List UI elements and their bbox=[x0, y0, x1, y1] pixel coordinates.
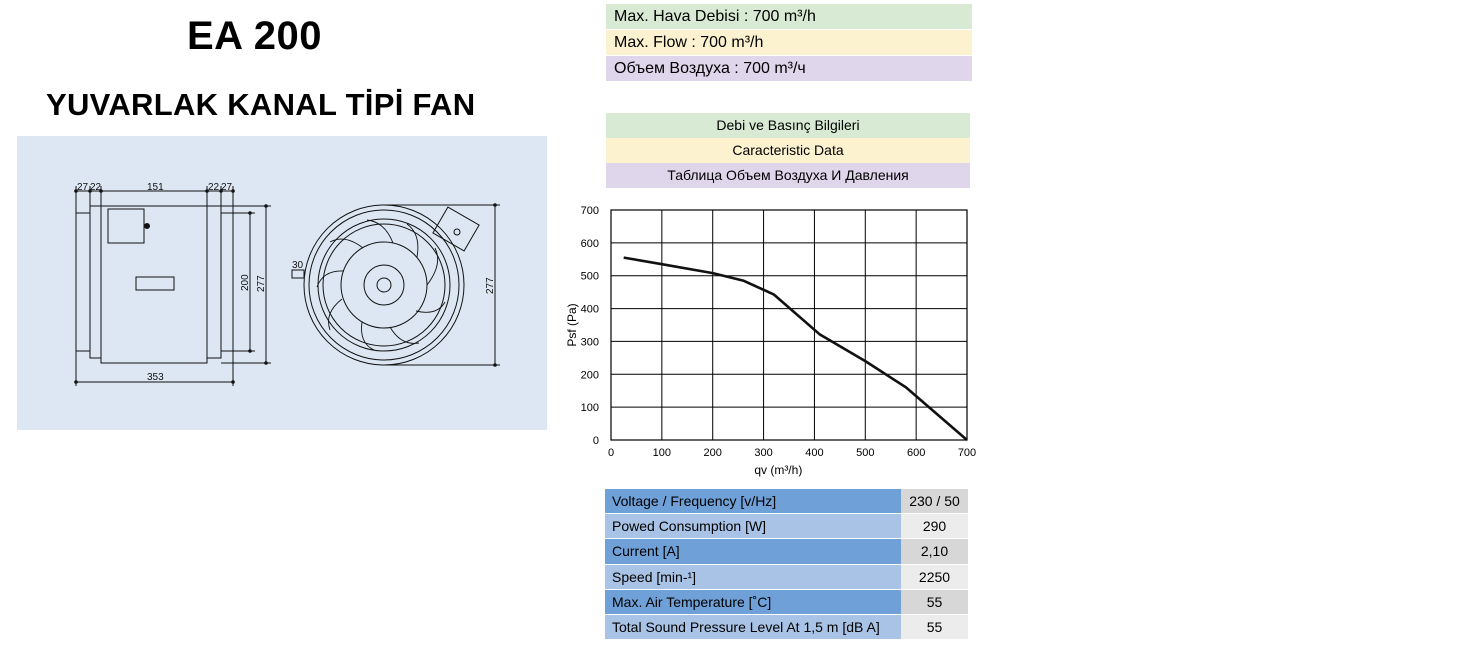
y-tick-label: 600 bbox=[581, 238, 599, 250]
spec-row-voltage: Voltage / Frequency [v/Hz] 230 / 50 bbox=[605, 489, 968, 515]
side-flange-left bbox=[75, 212, 91, 352]
spec-value: 2250 bbox=[901, 564, 968, 590]
y-axis-label: Psf (Pa) bbox=[565, 303, 579, 346]
spec-label: Total Sound Pressure Level At 1,5 m [dB … bbox=[605, 614, 901, 641]
side-flange-right bbox=[220, 212, 234, 352]
dim-22-right: 22 bbox=[208, 182, 220, 193]
spec-label: Speed [min-¹] bbox=[605, 564, 901, 590]
y-tick-label: 0 bbox=[593, 435, 599, 447]
x-tick-label: 200 bbox=[704, 447, 722, 459]
max-airflow-tr: Max. Hava Debisi : 700 m³/h bbox=[606, 4, 972, 29]
dim-27-right: 27 bbox=[221, 182, 233, 193]
pressure-curve bbox=[623, 256, 968, 441]
y-tick-label: 500 bbox=[581, 271, 599, 283]
side-body bbox=[100, 205, 208, 364]
x-tick-label: 300 bbox=[754, 447, 772, 459]
technical-drawing-panel: 27 22 151 22 27 353 30 200 277 277 bbox=[17, 136, 547, 430]
spec-value: 2,10 bbox=[901, 539, 968, 565]
dim-277-side: 277 bbox=[256, 275, 267, 292]
dim-30: 30 bbox=[292, 260, 304, 271]
terminal-box bbox=[107, 208, 145, 244]
x-tick-label: 0 bbox=[608, 447, 614, 459]
side-plate bbox=[135, 276, 175, 291]
x-tick-label: 100 bbox=[653, 447, 671, 459]
data-header-en: Caracteristic Data bbox=[606, 138, 970, 163]
spec-label: Max. Air Temperature [˚C] bbox=[605, 589, 901, 615]
y-tick-label: 100 bbox=[581, 402, 599, 414]
x-tick-label: 700 bbox=[958, 447, 976, 459]
spec-value: 55 bbox=[901, 614, 968, 641]
spec-row-temperature: Max. Air Temperature [˚C] 55 bbox=[605, 589, 968, 615]
spec-row-power: Powed Consumption [W] 290 bbox=[605, 514, 968, 540]
data-header-tr: Debi ve Basınç Bilgileri bbox=[606, 113, 970, 138]
y-tick-label: 200 bbox=[581, 369, 599, 381]
spec-label: Voltage / Frequency [v/Hz] bbox=[605, 489, 901, 515]
dim-151: 151 bbox=[147, 182, 164, 193]
side-collar-left bbox=[89, 205, 102, 359]
dim-353: 353 bbox=[147, 372, 164, 383]
product-subtitle: YUVARLAK KANAL TİPİ FAN bbox=[46, 87, 476, 122]
spec-row-current: Current [A] 2,10 bbox=[605, 539, 968, 565]
pressure-flow-chart: 0 100 200 300 400 500 600 700 0 100 200 300 400 500 60… bbox=[565, 205, 976, 477]
spec-row-speed: Speed [min-¹] 2250 bbox=[605, 564, 968, 590]
front-outer-ring bbox=[303, 204, 465, 366]
x-axis-label: qv (m³/h) bbox=[754, 463, 802, 477]
dim-277-front: 277 bbox=[485, 277, 496, 294]
plot-frame bbox=[610, 209, 968, 441]
front-terminal-box bbox=[432, 206, 480, 252]
front-cable-gland bbox=[291, 269, 305, 279]
x-tick-label: 500 bbox=[856, 447, 874, 459]
spec-row-sound: Total Sound Pressure Level At 1,5 m [dB … bbox=[605, 614, 968, 641]
x-tick-label: 400 bbox=[805, 447, 823, 459]
max-airflow-en: Max. Flow : 700 m³/h bbox=[606, 30, 972, 55]
spec-label: Current [A] bbox=[605, 539, 901, 565]
technical-drawing: 27 22 151 22 27 353 30 200 277 277 bbox=[74, 182, 500, 386]
spec-value: 290 bbox=[901, 514, 968, 540]
y-tick-label: 300 bbox=[581, 336, 599, 348]
data-header-ru: Таблица Объем Воздуха И Давления bbox=[606, 163, 970, 188]
y-tick-label: 400 bbox=[581, 304, 599, 316]
dim-200: 200 bbox=[240, 274, 251, 291]
dim-27-left: 27 bbox=[77, 182, 89, 193]
dim-22-left: 22 bbox=[90, 182, 102, 193]
spec-table: Voltage / Frequency [v/Hz] 230 / 50 Powe… bbox=[605, 489, 968, 641]
spec-value: 230 / 50 bbox=[901, 489, 968, 515]
spec-label: Powed Consumption [W] bbox=[605, 514, 901, 540]
model-title: EA 200 bbox=[187, 14, 322, 58]
x-tick-label: 600 bbox=[907, 447, 925, 459]
side-collar-right bbox=[206, 205, 222, 359]
motor-hub bbox=[340, 241, 428, 329]
spec-value: 55 bbox=[901, 589, 968, 615]
max-airflow-ru: Объем Воздуха : 700 m³/ч bbox=[606, 56, 972, 81]
y-tick-label: 700 bbox=[581, 205, 599, 217]
